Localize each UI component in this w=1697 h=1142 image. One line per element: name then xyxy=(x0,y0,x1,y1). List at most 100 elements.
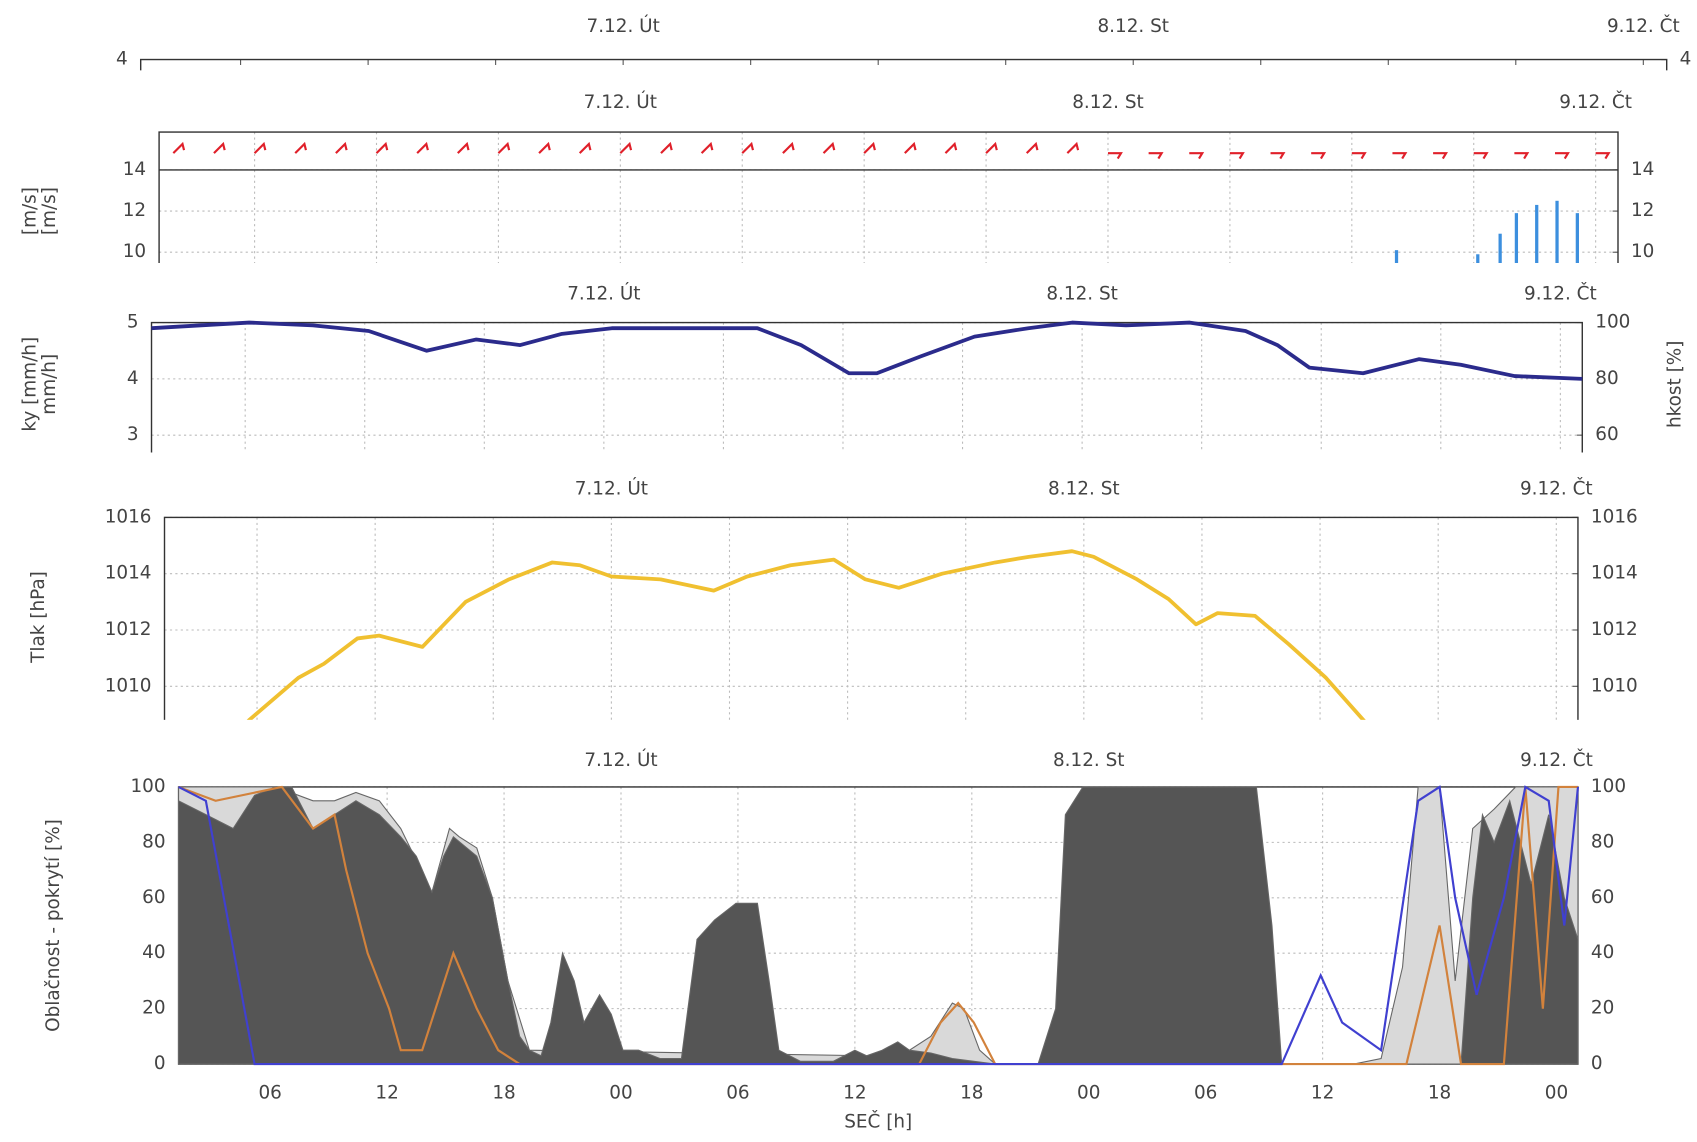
y-tick-label: 3 xyxy=(127,424,139,445)
date-label: 9.12. Čt xyxy=(1559,91,1632,113)
wind-barb xyxy=(1066,141,1080,154)
wind-barb xyxy=(700,141,714,154)
x-tick-label: 18 xyxy=(1428,1082,1451,1103)
x-tick-label: 12 xyxy=(843,1082,866,1103)
y-axis-label: Oblačnost - pokrytí [%] xyxy=(43,819,64,1032)
y-axis-label: [m/s] xyxy=(19,187,40,235)
y2-tick-label: 60 xyxy=(1591,887,1614,908)
x-tick-label: 12 xyxy=(375,1082,398,1103)
x-axis-label: SEČ [h] xyxy=(844,1111,912,1133)
plot-frame xyxy=(139,58,1668,71)
plot-frame xyxy=(163,516,1579,720)
wind-barb xyxy=(1148,152,1164,160)
date-label: 7.12. Út xyxy=(584,91,657,113)
date-label: 7.12. Út xyxy=(586,15,659,37)
y-tick-label: 10 xyxy=(123,241,146,262)
panel: 14 12 10 14 12 10 7.12. Út 8.12. St 9.12. Čt [m/s… xyxy=(0,70,1697,264)
date-label: 9.12. Čt xyxy=(1520,749,1593,771)
date-label: 7.12. Út xyxy=(567,282,640,304)
x-tick-label: 12 xyxy=(1311,1082,1334,1103)
date-label: 8.12. St xyxy=(1097,16,1169,37)
plot-frame xyxy=(158,131,1619,264)
y-tick-label: 1012 xyxy=(105,619,152,640)
wind-barb xyxy=(1351,152,1367,160)
y2-tick-label: 100 xyxy=(1591,776,1626,797)
y-tick-label: 40 xyxy=(142,942,165,963)
wind-barb xyxy=(1433,152,1448,160)
y2-tick-label: 1016 xyxy=(1591,506,1638,527)
wind-barb xyxy=(863,141,876,154)
date-label: 7.12. Út xyxy=(575,477,648,499)
wind-barb xyxy=(1392,152,1408,160)
wind-barb xyxy=(538,141,551,154)
date-label: 8.12. St xyxy=(1072,92,1144,113)
bar xyxy=(1498,233,1502,264)
wind-barb xyxy=(660,141,673,154)
y-axis-label: ky [mm/h] xyxy=(19,337,40,432)
y-tick-label: 0 xyxy=(154,1053,166,1074)
wind-barb xyxy=(1107,152,1123,160)
x-tick-label: 06 xyxy=(726,1082,749,1103)
y2-tick-label: 10 xyxy=(1631,241,1654,262)
wind-barb xyxy=(782,141,795,154)
wind-barb xyxy=(1514,152,1530,160)
date-label: 8.12. St xyxy=(1053,750,1125,771)
y2-tick-label: 60 xyxy=(1595,424,1618,445)
y2-tick-label: 4 xyxy=(1680,49,1692,70)
wind-barb xyxy=(741,141,755,154)
y-axis-label: mm/h] xyxy=(39,354,60,415)
wind-barb xyxy=(985,141,998,154)
y2-tick-label: 1014 xyxy=(1591,563,1638,584)
x-tick-label: 00 xyxy=(1077,1082,1100,1103)
y-tick-label: 80 xyxy=(142,831,165,852)
panel: 0 20 40 60 80 100 0 20 40 60 80 100 7.12. Út 8.12. St… xyxy=(0,719,1697,1142)
y2-tick-label: 100 xyxy=(1595,312,1630,333)
bar xyxy=(1394,250,1399,264)
x-tick-label: 06 xyxy=(1194,1082,1217,1103)
panel-bg xyxy=(0,263,1697,453)
wind-barb xyxy=(619,141,633,154)
y2-tick-label: 0 xyxy=(1591,1053,1603,1074)
panel: 4 4 7.12. Út 8.12. St 9.12. Čt xyxy=(0,0,1697,71)
wind-barb xyxy=(335,141,348,154)
wind-barb xyxy=(375,141,389,154)
y-tick-label: 1014 xyxy=(105,563,152,584)
y2-tick-label: 14 xyxy=(1631,159,1654,180)
y-tick-label: 60 xyxy=(142,887,165,908)
panel: 5 4 3 100 80 60 7.12. Út 8.12. St 9.12. Čt ky [mm… xyxy=(0,263,1697,453)
y2-tick-label: 12 xyxy=(1631,200,1654,221)
y-tick-label: 5 xyxy=(127,312,139,333)
wind-barb xyxy=(1555,152,1570,160)
y2-tick-label: 80 xyxy=(1595,368,1618,389)
wind-barb xyxy=(457,141,470,154)
wind-barb xyxy=(1595,152,1611,160)
bar xyxy=(1535,204,1539,264)
y2-axis-label: hkost [%] xyxy=(1664,341,1685,428)
wind-barb xyxy=(1473,152,1489,160)
bar xyxy=(1575,213,1579,264)
y-tick-label: 20 xyxy=(142,998,165,1019)
wind-barb xyxy=(1189,152,1205,160)
y-axis-label: [m/s] xyxy=(39,187,60,235)
wind-barb xyxy=(497,141,511,154)
x-tick-label: 06 xyxy=(258,1082,281,1103)
bar xyxy=(1555,200,1559,264)
wind-barb xyxy=(822,141,836,154)
y-tick-label: 4 xyxy=(116,49,128,70)
wind-barb xyxy=(416,141,429,154)
wind-barb xyxy=(253,141,267,154)
date-label: 8.12. St xyxy=(1048,478,1120,499)
wind-barb xyxy=(1270,152,1286,160)
y-tick-label: 1016 xyxy=(105,506,152,527)
date-label: 9.12. Čt xyxy=(1520,477,1593,499)
y-tick-label: 1010 xyxy=(105,675,152,696)
series-line xyxy=(246,549,1366,720)
y-tick-label: 4 xyxy=(127,368,139,389)
plot-frame xyxy=(150,321,1583,453)
y-tick-label: 100 xyxy=(130,776,165,797)
x-tick-label: 00 xyxy=(609,1082,632,1103)
panel-bg xyxy=(0,0,1697,71)
wind-barb xyxy=(1229,152,1245,160)
date-label: 8.12. St xyxy=(1046,283,1118,304)
